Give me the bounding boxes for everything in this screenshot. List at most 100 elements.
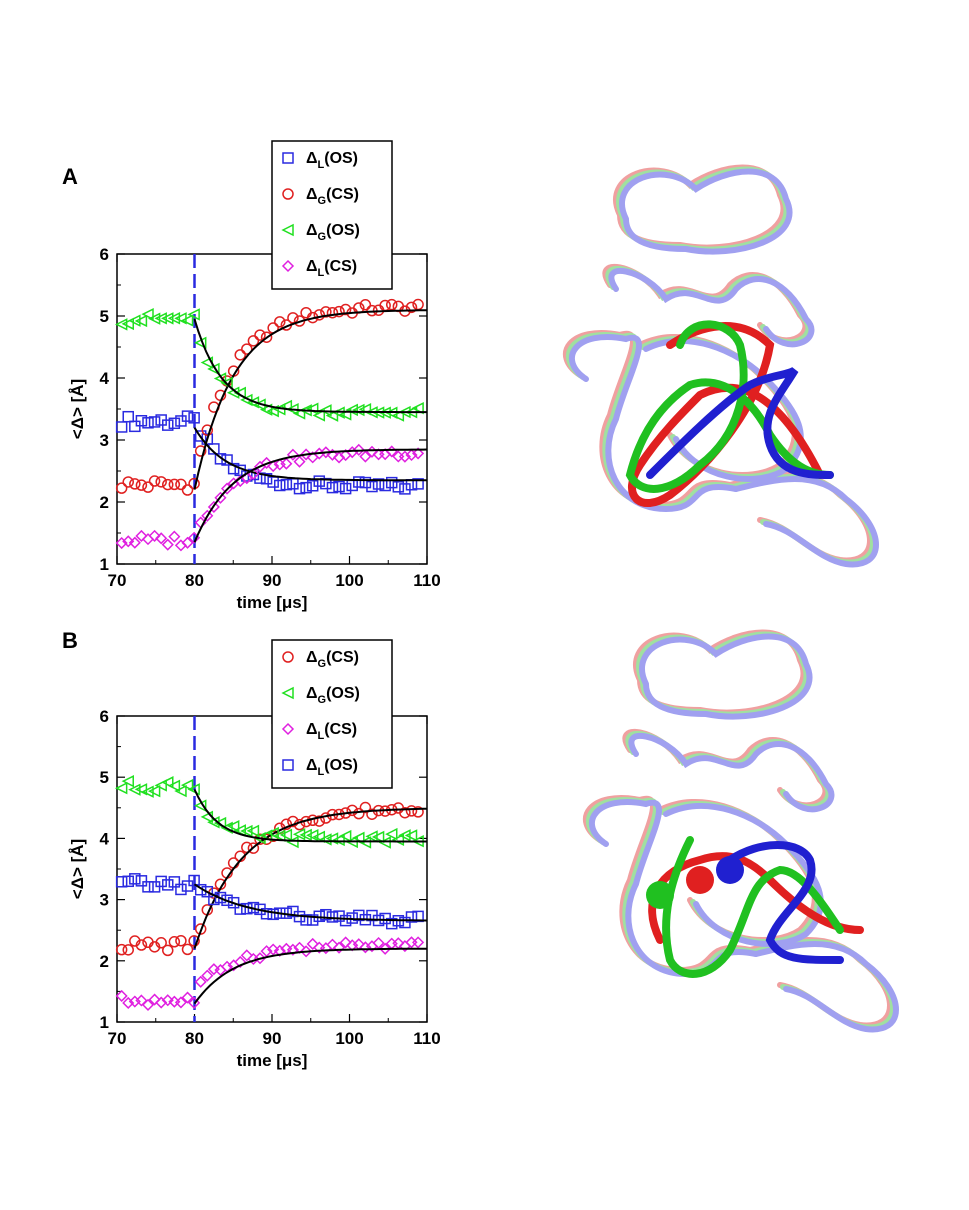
x-tick-label: 100: [335, 571, 363, 590]
data-point: [320, 306, 332, 318]
data-point: [332, 833, 345, 847]
data-point: [260, 331, 273, 343]
data-point: [286, 943, 299, 956]
data-point: [398, 829, 411, 842]
data-point: [339, 914, 352, 927]
residue-sphere: [686, 866, 714, 894]
data-point: [320, 908, 332, 921]
legend-label: ΔG(CS): [306, 649, 359, 670]
ghost-backbone: [753, 941, 899, 1033]
data-point: [207, 500, 220, 514]
y-tick-label: 6: [100, 245, 109, 264]
y-tick-label: 4: [100, 829, 110, 848]
data-point: [234, 955, 247, 969]
data-point: [300, 306, 312, 319]
data-point: [326, 481, 339, 494]
data-point: [274, 316, 286, 328]
ghost-backbone: [625, 730, 832, 811]
data-point: [253, 952, 267, 965]
fit-curve: [193, 448, 428, 543]
data-point: [161, 538, 174, 551]
data-point: [128, 536, 141, 549]
legend-label: ΔL(OS): [306, 757, 358, 778]
data-point: [346, 479, 358, 492]
data-point: [312, 409, 326, 422]
data-point: [121, 774, 134, 788]
data-point: [234, 349, 246, 361]
data-point: [279, 828, 293, 842]
data-point: [181, 484, 194, 496]
protein-structure-b: [582, 629, 899, 1033]
data-point: [168, 530, 181, 543]
chart-panel-b: B 70 80 90 100 110 1 2 3 4 5 6 time [μs] <Δ> [Å] ΔG(…: [62, 628, 441, 1070]
data-point: [188, 935, 200, 947]
data-point: [372, 936, 385, 950]
data-point: [306, 914, 319, 926]
data-point: [405, 936, 418, 949]
series-G_OS: [114, 774, 427, 849]
data-point: [174, 996, 187, 1009]
data-point: [233, 824, 246, 837]
data-point: [121, 317, 134, 331]
y-tick-label: 5: [100, 307, 109, 326]
y-tick-label: 4: [100, 369, 110, 388]
y-tick-label: 2: [100, 952, 109, 971]
data-point: [175, 934, 187, 947]
data-point: [292, 828, 306, 841]
y-tick-label: 3: [100, 431, 109, 450]
data-point: [128, 314, 141, 327]
data-point: [293, 455, 306, 468]
data-point: [114, 781, 128, 795]
data-point: [128, 995, 141, 1008]
data-point: [300, 448, 313, 461]
data-point: [365, 830, 378, 843]
data-point: [161, 994, 174, 1007]
ghost-backbone: [750, 939, 896, 1031]
data-point: [339, 303, 352, 316]
data-point: [359, 801, 372, 814]
ghost-backbone: [639, 633, 813, 720]
data-point: [359, 450, 372, 463]
legend-label: ΔL(CS): [306, 721, 357, 742]
data-point: [142, 417, 154, 429]
data-point: [122, 944, 134, 956]
data-point: [214, 891, 227, 904]
legend-box: [271, 639, 393, 789]
x-tick-label: 80: [185, 571, 204, 590]
data-point: [194, 923, 207, 935]
data-point: [135, 875, 148, 887]
data-point: [115, 536, 128, 550]
data-point: [194, 445, 207, 457]
y-tick-label: 6: [100, 707, 109, 726]
data-point: [135, 529, 148, 542]
data-point: [147, 312, 161, 325]
data-point: [260, 456, 273, 469]
data-point: [129, 873, 141, 885]
y-axis-title: <Δ> [Å]: [68, 379, 87, 439]
data-point: [148, 529, 161, 542]
legend-label: ΔG(OS): [306, 222, 360, 243]
data-point: [359, 476, 372, 489]
series-L_CS: [115, 936, 427, 1011]
data-point: [187, 308, 200, 321]
data-point: [306, 937, 319, 951]
data-point: [221, 894, 233, 907]
ghost-backbone: [628, 732, 835, 813]
data-point: [155, 875, 167, 888]
data-point: [313, 815, 326, 827]
data-point: [379, 942, 392, 955]
data-point: [385, 917, 398, 930]
ghost-backbone: [622, 728, 829, 809]
fit-curve: [193, 427, 427, 482]
data-point: [122, 875, 134, 888]
data-point: [227, 477, 240, 490]
legend-marker: [282, 188, 294, 200]
data-point: [181, 536, 194, 549]
data-point: [122, 535, 135, 548]
data-point: [115, 482, 128, 494]
series-G_CS: [115, 298, 428, 496]
x-tick-label: 80: [185, 1029, 204, 1048]
data-point: [115, 876, 128, 888]
data-point: [247, 335, 260, 347]
